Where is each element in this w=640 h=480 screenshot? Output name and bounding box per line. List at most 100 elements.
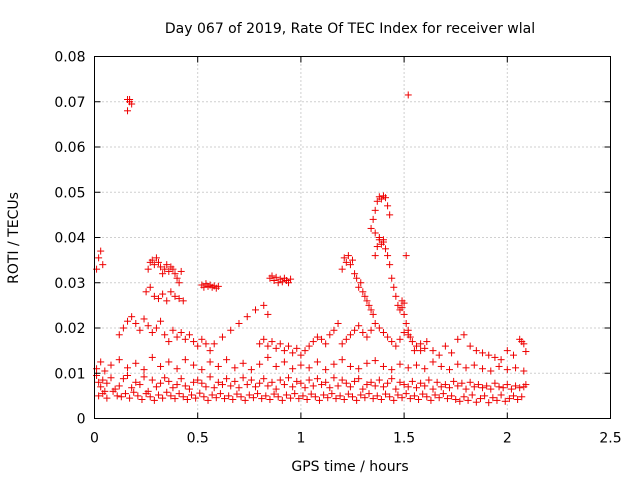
data-point <box>375 376 383 384</box>
data-point <box>365 301 373 309</box>
data-point <box>185 385 193 393</box>
data-point <box>146 393 154 401</box>
data-point <box>256 340 264 348</box>
data-point <box>332 395 340 403</box>
data-point <box>198 335 206 343</box>
data-point <box>126 394 134 402</box>
data-point <box>505 395 513 403</box>
data-point <box>161 331 169 339</box>
data-point <box>322 340 330 348</box>
data-point <box>97 383 105 391</box>
data-point <box>299 392 307 400</box>
data-point <box>276 340 284 348</box>
data-point <box>390 283 398 291</box>
data-point <box>384 202 392 210</box>
data-point <box>183 395 191 403</box>
data-point <box>185 331 193 339</box>
data-point <box>136 381 144 389</box>
data-point <box>179 393 187 401</box>
data-point <box>503 381 511 389</box>
data-point <box>487 385 495 393</box>
x-tick-label: 2.5 <box>599 431 621 447</box>
data-point <box>367 378 375 386</box>
data-point <box>412 361 420 369</box>
data-point <box>115 382 123 390</box>
x-axis-label: GPS time / hours <box>291 459 408 475</box>
data-point <box>181 335 189 343</box>
data-point <box>384 333 392 341</box>
data-point <box>359 329 367 337</box>
data-point <box>152 254 160 262</box>
data-point <box>115 356 123 364</box>
data-point <box>287 275 295 283</box>
data-point <box>272 273 280 281</box>
data-point <box>503 366 511 374</box>
data-point <box>454 382 462 390</box>
data-point <box>452 395 460 403</box>
data-point <box>375 234 383 241</box>
data-point <box>379 383 387 391</box>
data-point <box>154 391 162 399</box>
data-point <box>243 313 251 321</box>
x-tick-label: 0 <box>90 431 99 447</box>
y-tick-label: 0 <box>77 412 86 428</box>
data-point <box>266 395 274 403</box>
data-point <box>289 349 297 357</box>
data-point <box>264 353 272 361</box>
data-point <box>115 331 123 339</box>
data-point <box>270 390 278 398</box>
data-point <box>167 288 175 296</box>
data-point <box>396 378 404 386</box>
data-point <box>507 385 515 393</box>
data-point <box>431 391 439 399</box>
data-point <box>464 396 472 404</box>
data-point <box>404 383 412 391</box>
data-point <box>346 261 354 269</box>
data-point <box>472 398 480 406</box>
data-point <box>330 374 338 382</box>
data-point <box>404 331 412 339</box>
data-point <box>346 331 354 339</box>
data-point <box>237 393 245 401</box>
data-point <box>454 335 462 343</box>
data-point <box>402 390 410 398</box>
data-point <box>328 390 336 398</box>
data-point <box>128 100 136 108</box>
data-point <box>433 378 441 386</box>
data-point <box>398 304 406 312</box>
data-point <box>509 392 517 400</box>
y-tick-label: 0.08 <box>54 50 85 66</box>
data-point <box>373 392 381 400</box>
data-point <box>188 391 196 399</box>
data-point <box>196 389 204 397</box>
data-point <box>309 338 317 346</box>
data-point <box>99 376 107 384</box>
data-point <box>493 396 501 404</box>
data-point <box>437 383 445 391</box>
data-point <box>177 329 185 337</box>
data-point <box>448 349 456 357</box>
y-tick-label: 0.06 <box>54 140 85 156</box>
data-point <box>130 388 138 396</box>
data-point <box>363 381 371 389</box>
data-point <box>450 377 458 385</box>
data-point <box>303 395 311 403</box>
data-point <box>212 394 220 402</box>
data-point <box>458 379 466 387</box>
data-point <box>206 373 214 381</box>
data-point <box>396 335 404 343</box>
data-point <box>276 376 284 384</box>
data-point <box>113 392 121 400</box>
data-point <box>128 384 136 392</box>
data-point <box>369 395 377 403</box>
data-point <box>437 362 445 370</box>
data-point <box>371 252 379 260</box>
data-point <box>311 393 319 401</box>
data-point <box>382 390 390 398</box>
data-point <box>140 366 148 374</box>
data-point <box>468 391 476 399</box>
data-point <box>338 340 346 348</box>
data-point <box>466 342 474 350</box>
data-point <box>394 391 402 399</box>
data-point <box>315 396 323 404</box>
